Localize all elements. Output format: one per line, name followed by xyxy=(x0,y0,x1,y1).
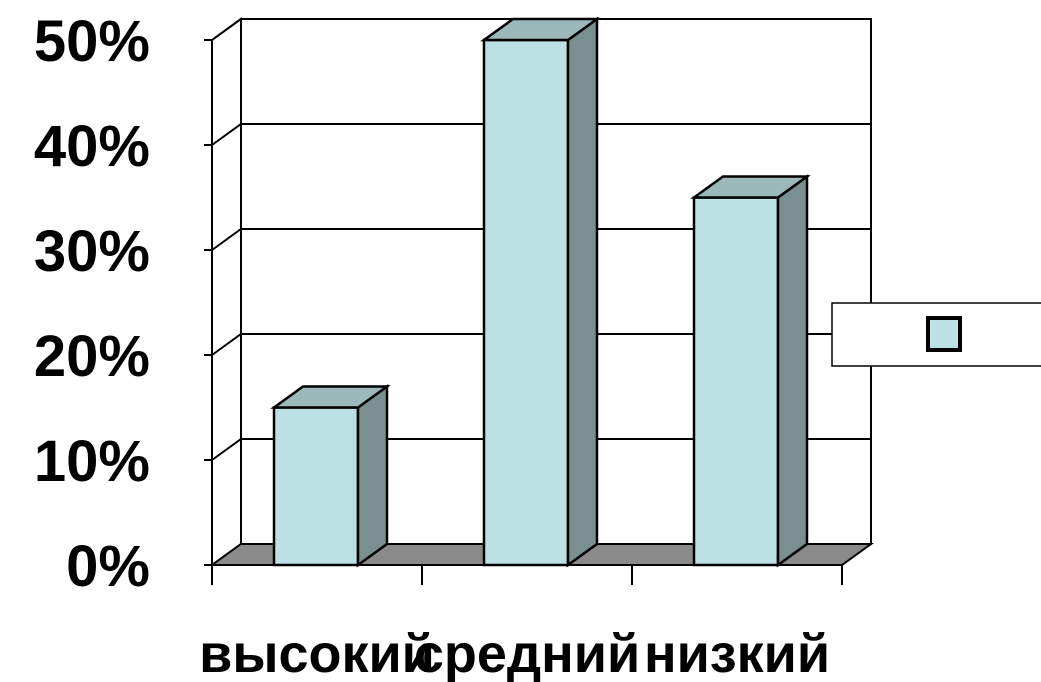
y-tick-label: 30% xyxy=(34,219,150,284)
y-tick-label: 50% xyxy=(34,9,150,74)
bar-top xyxy=(480,17,601,42)
gridline xyxy=(211,438,871,461)
x-tick-label: высокий xyxy=(199,624,435,682)
x-tick-label: средний xyxy=(414,624,640,682)
gridline xyxy=(211,123,871,146)
bar-top xyxy=(270,385,391,409)
gridline xyxy=(211,18,871,41)
bar-front xyxy=(692,196,780,567)
x-tick-label: низкий xyxy=(644,624,830,682)
bar-side xyxy=(356,384,389,568)
side-wall xyxy=(211,17,242,567)
legend xyxy=(831,302,1041,367)
bar xyxy=(270,384,391,568)
gridlines xyxy=(211,18,871,461)
bar-side xyxy=(566,16,599,568)
bar xyxy=(480,16,601,568)
y-axis: 0% 10% 20% 30% 40% 50% xyxy=(34,9,213,599)
bar-side xyxy=(776,174,809,568)
bar-top xyxy=(690,175,811,199)
legend-swatch xyxy=(926,316,962,352)
bar-front xyxy=(482,38,570,567)
gridline xyxy=(211,228,871,251)
bar-front xyxy=(272,406,360,567)
bar xyxy=(690,174,811,568)
bars xyxy=(270,16,811,568)
gridline xyxy=(211,333,871,356)
y-tick-label: 0% xyxy=(66,534,150,599)
y-tick-label: 20% xyxy=(34,324,150,389)
y-tick-label: 40% xyxy=(34,114,150,179)
y-tick-label: 10% xyxy=(34,429,150,494)
